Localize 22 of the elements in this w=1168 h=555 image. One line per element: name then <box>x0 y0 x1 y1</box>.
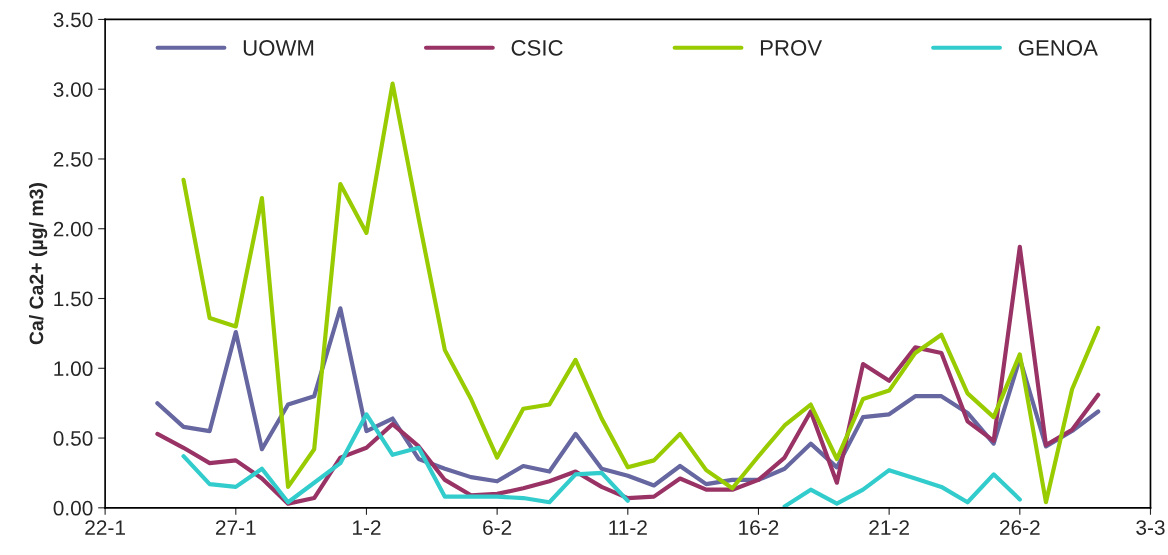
x-tick-label: 27-1 <box>215 520 256 535</box>
y-tick-label: 2.50 <box>53 151 93 167</box>
legend-label: CSIC <box>511 40 563 56</box>
y-tick-label: 3.50 <box>53 12 93 28</box>
legend-label: PROV <box>760 40 823 56</box>
legend-label: GENOA <box>1018 40 1098 56</box>
y-tick-label: 0.50 <box>53 431 93 446</box>
x-tick-label: 6-2 <box>483 520 512 535</box>
x-tick-label: 21-2 <box>869 520 909 535</box>
x-tick-label: 16-2 <box>739 520 779 535</box>
x-tick-label: 26-2 <box>1000 520 1040 535</box>
y-tick-label: 1.00 <box>54 361 93 377</box>
x-tick-label: 11-2 <box>609 520 647 535</box>
y-axis-title: Ca/ Ca2+ (µg/ m3) <box>29 183 48 345</box>
y-tick-label: 0.00 <box>53 500 93 516</box>
x-tick-label: 3-3 <box>1136 520 1165 535</box>
y-tick-label: 3.00 <box>53 82 93 97</box>
legend-label: UOWM <box>243 40 314 56</box>
x-tick-label: 22-1 <box>85 520 125 535</box>
y-tick-label: 2.00 <box>53 221 93 237</box>
y-tick-label: 1.50 <box>54 291 93 307</box>
x-tick-label: 1-2 <box>352 520 381 535</box>
